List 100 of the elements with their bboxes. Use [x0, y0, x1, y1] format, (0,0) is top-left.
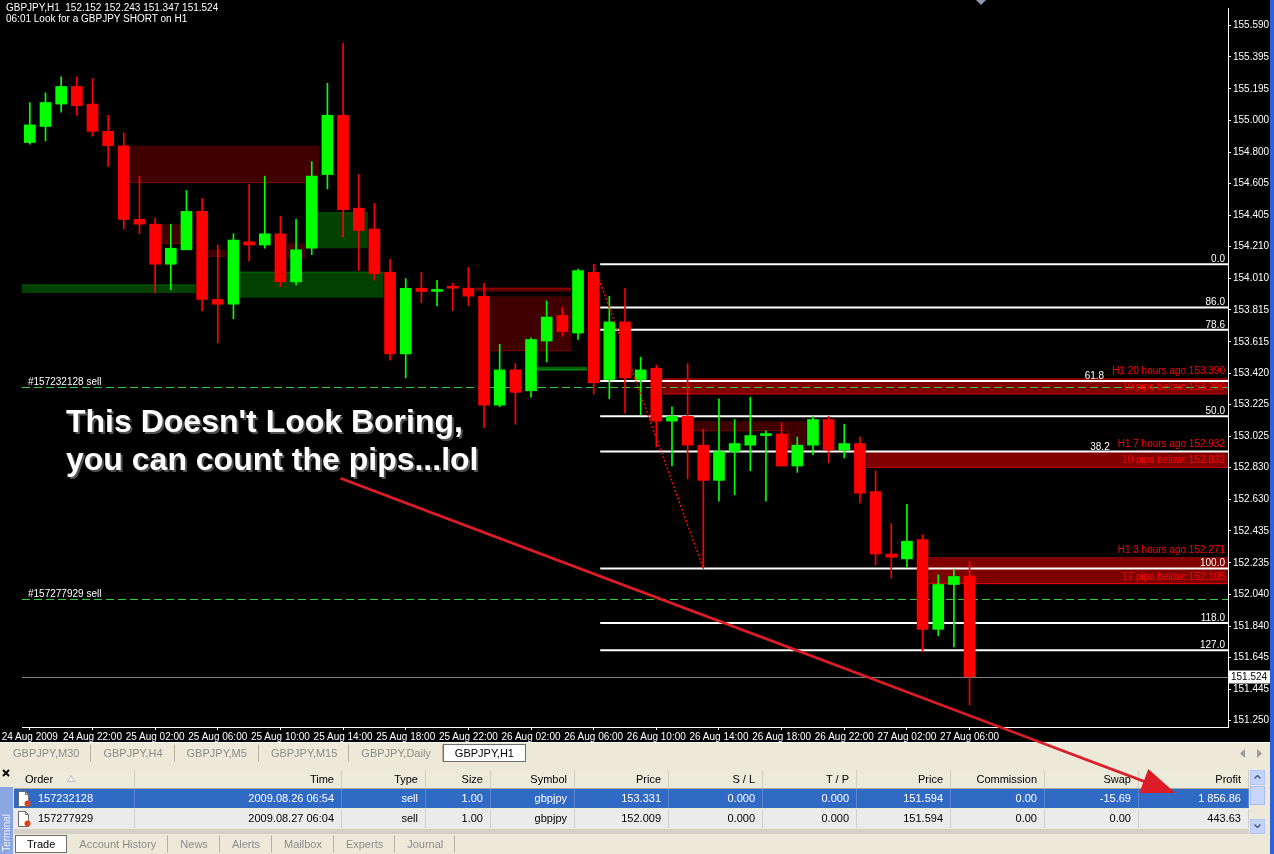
y-tick-label: 154.010 [1233, 272, 1270, 284]
text: Trade [15, 835, 68, 853]
y-tick-label: 152.235 [1233, 556, 1270, 568]
category-label: Price [857, 770, 951, 788]
category-label: Symbol [491, 770, 575, 788]
text: Experts [333, 835, 396, 853]
category-label: Order [14, 770, 135, 788]
category-label: Swap [1045, 770, 1139, 788]
y-tick-label: 153.420 [1233, 366, 1270, 378]
series-label: 38.2 [1090, 440, 1111, 452]
text: 2009.08.27 06:04 [248, 812, 334, 824]
text: 152.009 [621, 812, 661, 824]
text: gbpjpy [534, 792, 567, 804]
series-label: 127.0 [1199, 639, 1226, 651]
series-label: 86.0 [1205, 296, 1226, 308]
text: Terminal [0, 814, 13, 854]
category-label: Type [342, 770, 426, 788]
y-tick-label: 151.645 [1233, 651, 1270, 663]
text: 153.331 [621, 792, 661, 804]
y-tick-label: 153.615 [1233, 335, 1270, 347]
y-tick-label: 152.435 [1233, 524, 1270, 536]
series-label: 118.0 [1200, 611, 1226, 623]
text: 0.00 [1109, 812, 1131, 824]
x-tick-label: 26 Aug 10:00 [626, 730, 687, 742]
legend-label: 0.0 [1211, 253, 1226, 265]
text: 0.000 [821, 812, 849, 824]
x-tick-label: 25 Aug 10:00 [250, 730, 311, 742]
text: 157277929 [38, 812, 94, 824]
text: 1.00 [461, 792, 483, 804]
text: -15.69 [1099, 792, 1131, 804]
x-tick-label: 26 Aug 06:00 [564, 730, 624, 742]
y-tick-label: 155.590 [1233, 19, 1270, 31]
ref-line-label: #157232128 sell [28, 375, 102, 387]
series-label: 61.8 [1084, 370, 1105, 382]
x-tick-label: 26 Aug 18:00 [752, 730, 812, 742]
text: GBPJPY,M15 [258, 744, 350, 762]
category-label: Price [575, 770, 669, 788]
x-tick-label: 25 Aug 06:00 [188, 730, 248, 742]
y-tick-label: 153.225 [1233, 398, 1270, 410]
y-tick-label: 154.800 [1233, 145, 1270, 157]
ref-line-label: 151.524 [1231, 671, 1268, 683]
legend-label: 78.6 [1205, 318, 1226, 330]
ref-line-label: #157277929 sell [28, 587, 102, 599]
text: GBPJPY,H4 [91, 744, 175, 762]
legend-label: 50.0 [1205, 405, 1226, 417]
y-tick-label: 152.040 [1233, 587, 1270, 599]
text: GBPJPY,M30 [1, 744, 92, 762]
y-tick-label: 152.630 [1233, 493, 1270, 505]
x-tick-label: 25 Aug 18:00 [376, 730, 436, 742]
y-tick-label: 151.250 [1233, 714, 1270, 726]
y-tick-label: 155.000 [1233, 113, 1270, 125]
category-label: Size [426, 770, 491, 788]
text: 1 856.86 [1198, 792, 1241, 804]
category-label: Profit [1139, 770, 1249, 788]
text: 0.00 [1015, 812, 1037, 824]
text: GBPJPY,Daily [349, 744, 443, 762]
text: Journal [395, 835, 456, 853]
text: 0.000 [821, 792, 849, 804]
x-tick-label: 24 Aug 22:00 [63, 730, 123, 742]
x-tick-label: 27 Aug 02:00 [877, 730, 937, 742]
text: 0.000 [727, 792, 755, 804]
text: GBPJPY,M5 [174, 744, 259, 762]
y-tick-label: 151.840 [1233, 619, 1270, 631]
text: 157232128 [38, 792, 94, 804]
y-tick-label: 153.815 [1233, 303, 1270, 315]
text: Account History [67, 835, 169, 853]
annotation: This Doesn't Look Boring, you can count the pips...lol [66, 402, 480, 478]
text: 151.594 [903, 812, 943, 824]
text: sell [401, 792, 418, 804]
annotation: 10 pips below: 152.832 [1122, 454, 1226, 466]
y-tick-label: 152.830 [1233, 461, 1270, 473]
x-tick-label: 26 Aug 22:00 [814, 730, 875, 742]
x-tick-label: 24 Aug 2009 [1, 730, 59, 742]
annotation: 17 pips below: 152.105 [1122, 570, 1226, 582]
x-tick-label: 25 Aug 22:00 [438, 730, 499, 742]
category-label: S / L [669, 770, 763, 788]
annotation: H1 7 hours ago 152.932 [1117, 438, 1226, 450]
text: News [168, 835, 220, 853]
text: sell [401, 812, 418, 824]
annotation: H1 20 hours ago 153.390 [1112, 364, 1226, 376]
text: 443.63 [1207, 812, 1241, 824]
series-label: 100.0 [1199, 557, 1226, 569]
x-tick-label: 25 Aug 14:00 [313, 730, 373, 742]
y-tick-label: 154.405 [1233, 209, 1270, 221]
annotation: H1 3 hours ago 152.271 [1117, 544, 1226, 556]
text: 2009.08.26 06:54 [248, 792, 334, 804]
y-tick-label: 154.605 [1233, 177, 1270, 189]
chart-title: GBPJPY,H1 152.152 152.243 151.347 151.524 [6, 1, 219, 13]
x-tick-label: 27 Aug 06:00 [940, 730, 1000, 742]
text: 06:01 Look for a GBPJPY SHORT on H1 [6, 12, 188, 24]
x-tick-label: 26 Aug 02:00 [501, 730, 561, 742]
text: Alerts [219, 835, 272, 853]
text: Mailbox [272, 835, 334, 853]
x-tick-label: 26 Aug 14:00 [689, 730, 749, 742]
x-tick-label: 25 Aug 02:00 [125, 730, 186, 742]
y-tick-label: 153.025 [1233, 430, 1270, 442]
y-tick-label: 154.210 [1233, 240, 1270, 252]
y-tick-label: 155.195 [1233, 82, 1270, 94]
text: GBPJPY,H1 [442, 744, 526, 762]
category-label: Commission [951, 770, 1045, 788]
